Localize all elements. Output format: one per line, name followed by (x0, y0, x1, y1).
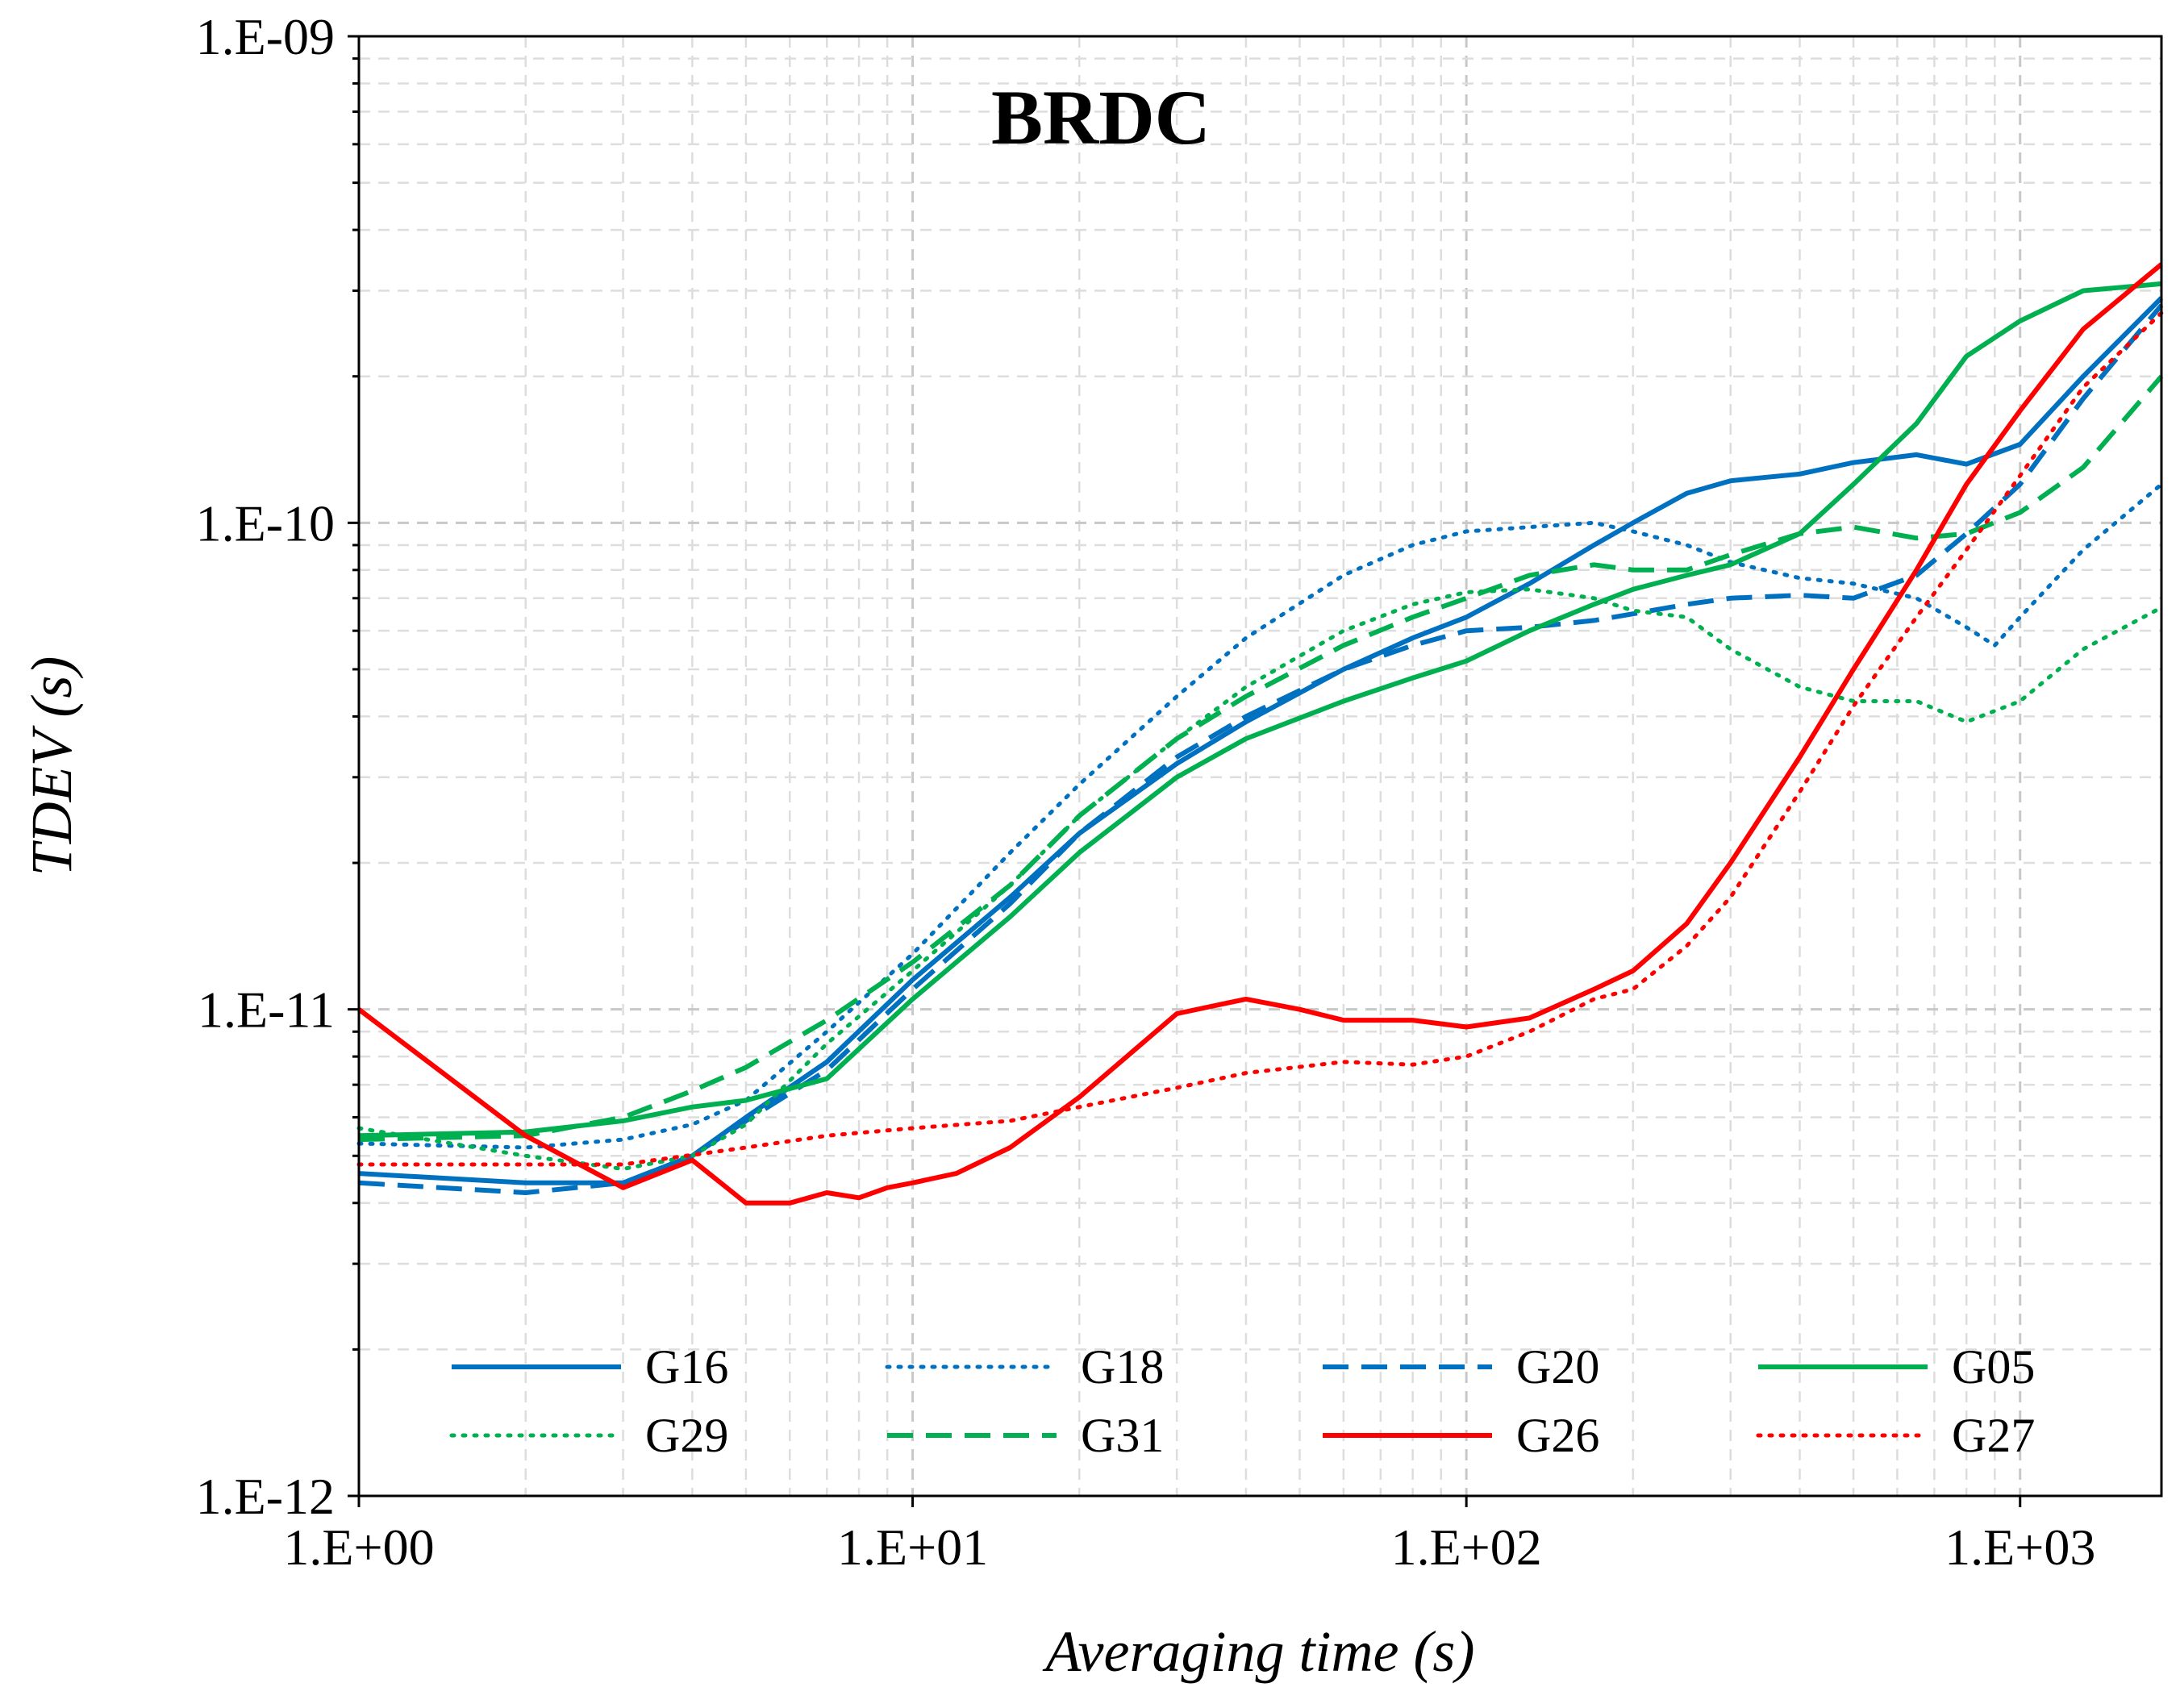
y-tick-label: 1.E-12 (196, 1468, 335, 1525)
series-line-g05 (358, 281, 2162, 1139)
series-line-g20 (358, 303, 2164, 1195)
x-tick-label: 1.E+02 (1391, 1518, 1542, 1576)
legend-label-g27: G27 (1952, 1409, 2035, 1462)
series-line-g27 (356, 310, 2164, 1167)
y-tick-label: 1.E-10 (196, 494, 335, 552)
legend-label-g16: G16 (645, 1340, 728, 1393)
series-line-g18 (356, 482, 2164, 1150)
axis-ticks (348, 35, 2022, 1507)
y-axis-tick-labels: 1.E-12 1.E-11 1.E-10 1.E-09 (196, 8, 335, 1525)
x-tick-label: 1.E+00 (283, 1518, 434, 1576)
y-tick-label: 1.E-09 (196, 8, 335, 65)
legend: G16 G18 G20 G05 G29 G31 G26 G27 (449, 1340, 2035, 1462)
series-line-g29 (356, 587, 2164, 1171)
chart-title: BRDC (991, 74, 1211, 160)
legend-label-g05: G05 (1952, 1340, 2035, 1393)
x-tick-label: 1.E+03 (1944, 1518, 2095, 1576)
legend-label-g31: G31 (1081, 1409, 1164, 1462)
x-axis-tick-labels: 1.E+00 1.E+01 1.E+02 1.E+03 (283, 1518, 2095, 1576)
x-axis-title: Averaging time (s) (1043, 1619, 1475, 1684)
legend-label-g18: G18 (1081, 1340, 1164, 1393)
series-layer (356, 262, 2164, 1206)
plot-area (357, 35, 2163, 1498)
y-axis-title: TDEV (s) (19, 656, 84, 877)
x-tick-label: 1.E+01 (837, 1518, 988, 1576)
legend-label-g20: G20 (1516, 1340, 1599, 1393)
legend-label-g29: G29 (645, 1409, 728, 1462)
y-tick-label: 1.E-11 (198, 981, 335, 1039)
series-line-g31 (358, 374, 2164, 1143)
series-line-g16 (358, 296, 2164, 1185)
legend-label-g26: G26 (1516, 1409, 1599, 1462)
series-line-g26 (357, 262, 2163, 1206)
